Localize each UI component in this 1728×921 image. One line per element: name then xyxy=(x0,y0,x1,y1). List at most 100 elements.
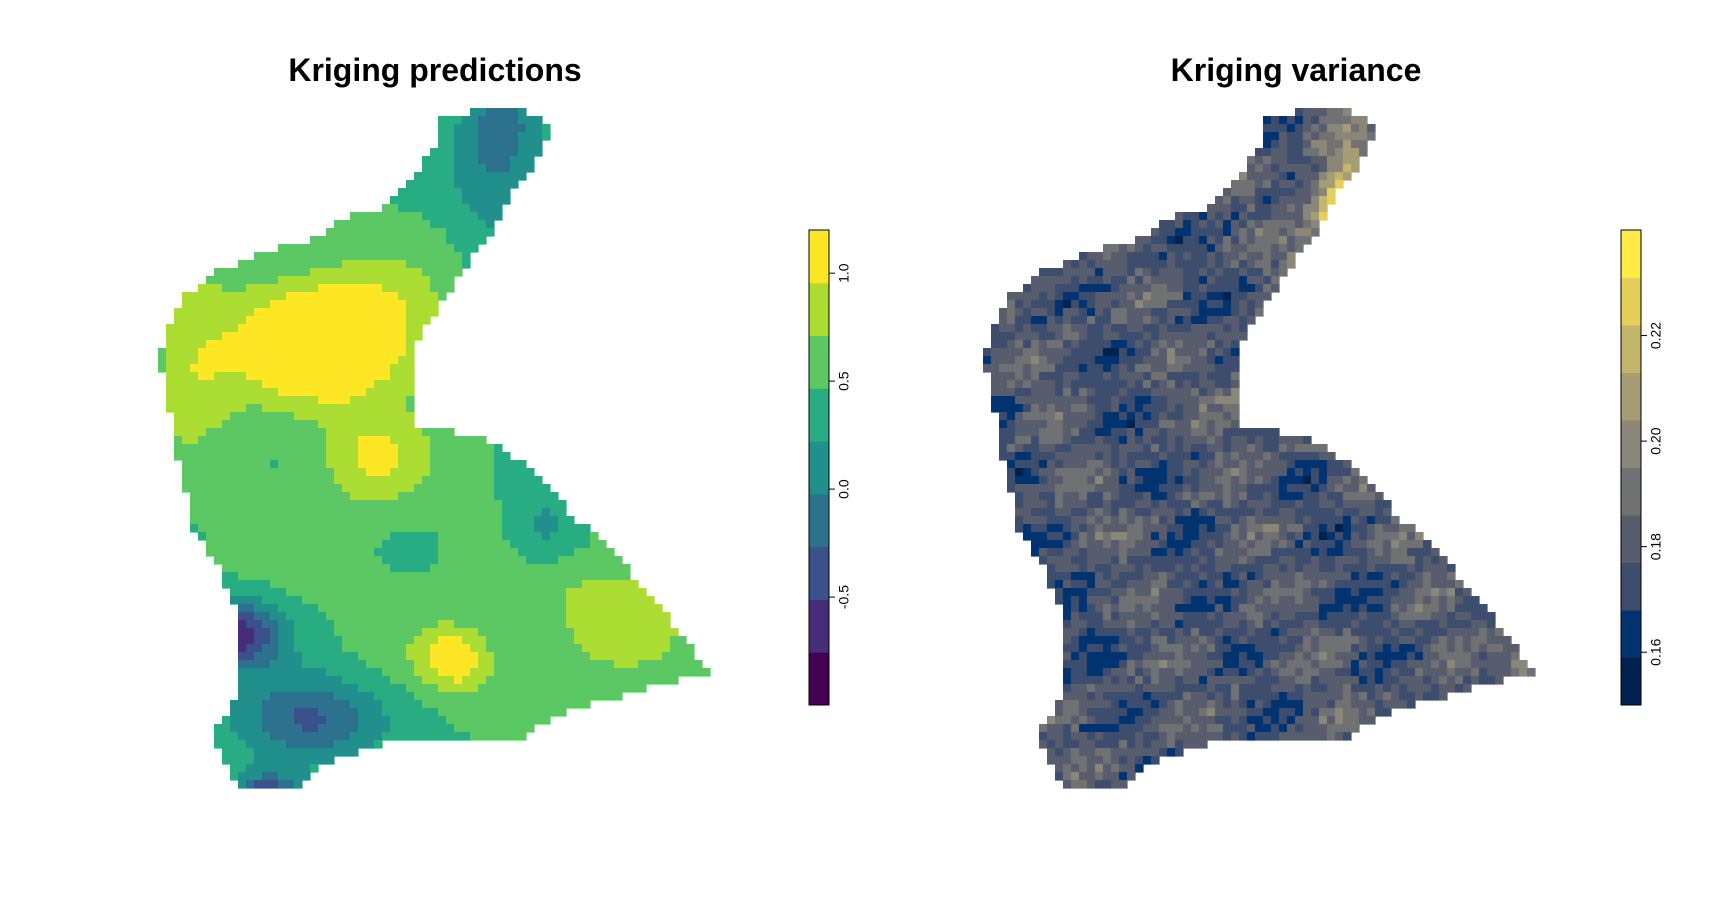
raster-cell xyxy=(470,700,479,709)
raster-cell xyxy=(502,140,511,149)
raster-cell xyxy=(1151,604,1160,613)
raster-cell xyxy=(1247,692,1256,701)
raster-cell xyxy=(422,316,431,325)
raster-cell xyxy=(1223,692,1232,701)
raster-cell xyxy=(382,540,391,549)
raster-cell xyxy=(582,644,591,653)
raster-cell xyxy=(1231,316,1240,325)
raster-cell xyxy=(406,652,415,661)
raster-cell xyxy=(1143,380,1152,389)
raster-cell xyxy=(294,292,303,301)
raster-cell xyxy=(502,172,511,181)
raster-cell xyxy=(366,220,375,229)
raster-cell xyxy=(494,620,503,629)
raster-cell xyxy=(366,364,375,373)
raster-cell xyxy=(294,404,303,413)
raster-cell xyxy=(174,380,183,389)
raster-cell xyxy=(230,444,239,453)
raster-cell xyxy=(1103,268,1112,277)
raster-cell xyxy=(534,620,543,629)
raster-cell xyxy=(1055,484,1064,493)
raster-cell xyxy=(662,676,671,685)
raster-cell xyxy=(1095,572,1104,581)
raster-cell xyxy=(326,676,335,685)
raster-cell xyxy=(494,652,503,661)
raster-cell xyxy=(326,244,335,253)
raster-cell xyxy=(1095,436,1104,445)
raster-cell xyxy=(326,364,335,373)
raster-cell xyxy=(1239,252,1248,261)
raster-cell xyxy=(462,604,471,613)
raster-cell xyxy=(1039,532,1048,541)
raster-cell xyxy=(470,452,479,461)
raster-cell xyxy=(470,500,479,509)
raster-cell xyxy=(1047,356,1056,365)
raster-cell xyxy=(606,668,615,677)
raster-cell xyxy=(1183,252,1192,261)
raster-cell xyxy=(1191,420,1200,429)
raster-cell xyxy=(1215,436,1224,445)
raster-cell xyxy=(1023,284,1032,293)
raster-cell xyxy=(1143,596,1152,605)
raster-cell xyxy=(1111,284,1120,293)
raster-cell xyxy=(1119,276,1128,285)
raster-cell xyxy=(326,692,335,701)
raster-cell xyxy=(1119,340,1128,349)
raster-cell xyxy=(430,668,439,677)
raster-cell xyxy=(318,716,327,725)
raster-cell xyxy=(590,588,599,597)
raster-cell xyxy=(1263,580,1272,589)
raster-cell xyxy=(182,412,191,421)
raster-cell xyxy=(342,620,351,629)
raster-cell xyxy=(238,420,247,429)
raster-cell xyxy=(486,532,495,541)
raster-cell xyxy=(550,604,559,613)
raster-cell xyxy=(1079,652,1088,661)
raster-cell xyxy=(534,604,543,613)
raster-cell xyxy=(1199,220,1208,229)
raster-cell xyxy=(1239,244,1248,253)
raster-cell xyxy=(1087,324,1096,333)
raster-cell xyxy=(390,516,399,525)
raster-cell xyxy=(206,484,215,493)
raster-cell xyxy=(534,628,543,637)
raster-cell xyxy=(1063,780,1072,789)
raster-cell xyxy=(1079,372,1088,381)
raster-cell xyxy=(302,340,311,349)
raster-cell xyxy=(1247,620,1256,629)
raster-cell xyxy=(1119,516,1128,525)
raster-cell xyxy=(1167,748,1176,757)
raster-cell xyxy=(983,364,992,373)
raster-cell xyxy=(510,564,519,573)
raster-cell xyxy=(1231,220,1240,229)
raster-cell xyxy=(462,580,471,589)
raster-cell xyxy=(1247,500,1256,509)
raster-cell xyxy=(406,308,415,317)
raster-cell xyxy=(1119,572,1128,581)
raster-cell xyxy=(1199,612,1208,621)
raster-cell xyxy=(1087,308,1096,317)
raster-cell xyxy=(430,660,439,669)
raster-cell xyxy=(478,156,487,165)
raster-cell xyxy=(1215,484,1224,493)
raster-cell xyxy=(398,188,407,197)
raster-cell xyxy=(1151,340,1160,349)
raster-cell xyxy=(366,732,375,741)
raster-cell xyxy=(318,340,327,349)
raster-cell xyxy=(534,700,543,709)
raster-cell xyxy=(502,508,511,517)
raster-cell xyxy=(670,676,679,685)
raster-cell xyxy=(1167,644,1176,653)
raster-cell xyxy=(342,628,351,637)
raster-cell xyxy=(430,588,439,597)
raster-cell xyxy=(1087,572,1096,581)
raster-cell xyxy=(1231,228,1240,237)
raster-cell xyxy=(1103,668,1112,677)
raster-cell xyxy=(566,540,575,549)
raster-cell xyxy=(1239,540,1248,549)
raster-cell xyxy=(534,508,543,517)
raster-cell xyxy=(1255,684,1264,693)
raster-cell xyxy=(382,572,391,581)
raster-cell xyxy=(302,764,311,773)
raster-cell xyxy=(1215,556,1224,565)
